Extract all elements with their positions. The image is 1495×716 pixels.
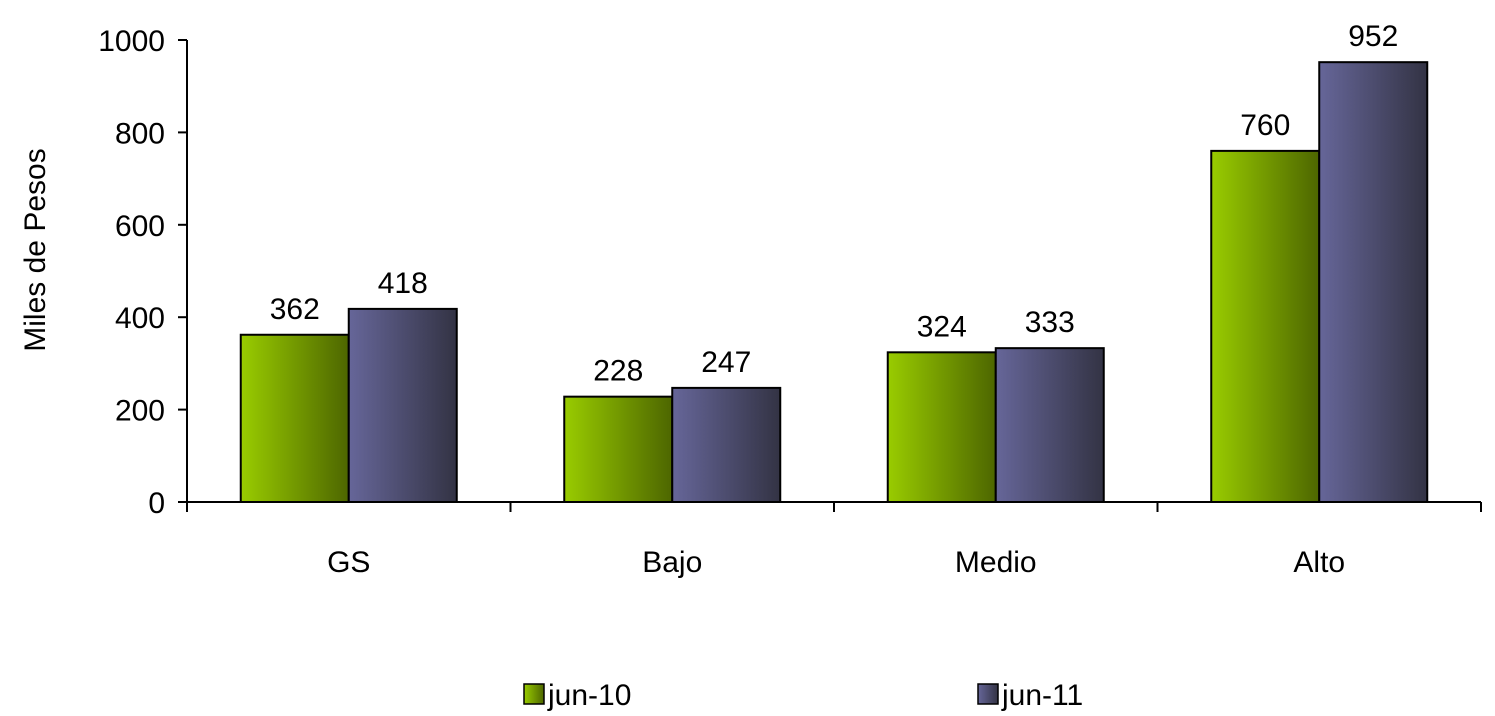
legend-label: jun-11 [1001,679,1083,712]
y-tick-label: 200 [115,395,165,428]
data-label: 952 [1348,20,1398,53]
bar-jun-10-Alto [1210,149,1321,503]
bar-jun-10-Medio [886,351,997,504]
x-tick-label: Bajo [642,546,702,579]
x-tick-label: Medio [955,546,1037,579]
y-tick-label: 800 [115,117,165,150]
x-tick-label: GS [327,546,370,579]
y-tick-label: 1000 [98,25,165,58]
bar-jun-11-GS [347,307,458,503]
bars [239,61,1429,504]
bar-jun-11-Medio [994,347,1105,503]
data-label: 228 [593,355,643,388]
data-label: 418 [378,267,428,300]
data-label: 333 [1025,306,1075,339]
y-tick-label: 400 [115,302,165,335]
data-label: 362 [270,293,320,326]
y-axis-ticks: 0 200 400 600 800 1000 [98,25,187,520]
x-tick-label: Alto [1293,546,1345,579]
legend-swatch-jun-10 [523,683,545,705]
y-tick-label: 0 [148,487,165,520]
legend-swatch-jun-11 [977,683,999,705]
labels: 362 418 GS 228 247 Bajo 324 333 Medio 760 952 Alto [270,20,1399,579]
bar-jun-10-Bajo [563,395,674,503]
axes [186,40,1482,512]
data-label: 247 [701,346,751,379]
data-label: 760 [1240,109,1290,142]
bar-jun-11-Bajo [671,386,782,503]
legend-label: jun-10 [547,679,631,712]
data-label: 324 [917,310,967,343]
y-tick-label: 600 [115,210,165,243]
legend: jun-10 jun-11 [523,679,1083,712]
bar-jun-11-Alto [1318,61,1429,504]
bar-jun-10-GS [239,333,350,504]
y-axis-title: Miles de Pesos [19,148,52,351]
